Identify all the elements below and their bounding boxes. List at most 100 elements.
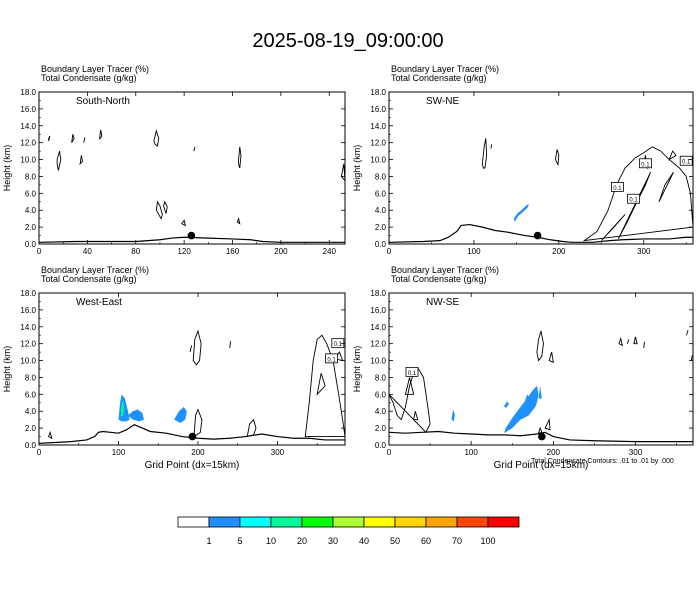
contour-label-box — [639, 158, 652, 169]
condensate-contour — [192, 329, 202, 366]
panel-label: SW-NE — [426, 96, 459, 107]
y-tick-label: 10.0 — [370, 156, 386, 165]
y-tick-label: 2.0 — [375, 223, 387, 232]
contour-label: 0.1 — [641, 162, 650, 168]
terrain-line — [38, 424, 345, 444]
y-tick-label: 18.0 — [370, 289, 386, 298]
condensate-contour — [155, 200, 163, 220]
tracer-fill — [174, 407, 187, 424]
condensate-contour — [193, 146, 196, 152]
tracer-fill — [451, 409, 455, 422]
terrain-line — [388, 430, 693, 443]
x-tick-label: 300 — [637, 247, 651, 256]
x-tick-label: 300 — [271, 448, 285, 457]
legend-swatch — [239, 516, 272, 528]
legend-label: 30 — [328, 536, 338, 546]
x-tick-label: 240 — [323, 247, 337, 256]
terrain-line — [38, 236, 345, 243]
field-label: Boundary Layer Tracer (%) — [391, 265, 499, 275]
plot-frame — [38, 91, 346, 245]
y-tick-label: 0.0 — [375, 441, 387, 450]
condensate-contour — [181, 219, 187, 227]
color-legend: 1 5 10 20 30 40 50 60 70 100 — [177, 516, 520, 546]
y-tick-label: 8.0 — [25, 172, 37, 181]
contour-label-box — [611, 182, 624, 192]
contour-label-box — [679, 155, 693, 166]
location-marker — [538, 432, 546, 441]
x-tick-label: 200 — [547, 448, 561, 457]
y-tick-label: 6.0 — [25, 189, 37, 198]
x-tick-label: 300 — [629, 448, 643, 457]
panel-3: Boundary Layer Tracer (%)Total Condensat… — [2, 265, 346, 471]
legend-label: 5 — [237, 536, 242, 546]
x-tick-label: 200 — [191, 448, 205, 457]
location-marker — [533, 231, 542, 240]
condensate-contour — [153, 129, 160, 147]
y-tick-label: 18.0 — [20, 289, 36, 298]
y-tick-label: 12.0 — [370, 139, 386, 148]
y-tick-label: 16.0 — [370, 306, 386, 315]
tracer-fill — [538, 385, 542, 399]
condensate-contour — [413, 411, 419, 421]
panel-label: West-East — [76, 297, 122, 308]
legend-swatch — [301, 516, 334, 528]
y-axis-label: Height (km) — [2, 346, 12, 393]
condensate-contour — [404, 377, 415, 395]
chart-title: 2025-08-19_09:00:00 — [252, 30, 444, 52]
condensate-contour — [618, 336, 624, 347]
y-tick-label: 0.0 — [25, 441, 37, 450]
panel-label: South-North — [76, 96, 130, 107]
y-tick-label: 10.0 — [370, 357, 386, 366]
condensate-contour — [626, 339, 630, 344]
y-tick-label: 14.0 — [370, 122, 386, 131]
condensate-contour — [48, 135, 51, 142]
legend-swatch — [394, 516, 427, 528]
tracer-fill — [513, 204, 530, 223]
field-label: Boundary Layer Tracer (%) — [41, 64, 149, 74]
x-axis-label: Grid Point (dx=15km) — [145, 460, 240, 471]
condensate-contour — [490, 144, 493, 149]
condensate-contour — [617, 172, 651, 240]
x-axis-label: Grid Point (dx=15km) — [494, 460, 589, 471]
condensate-contour — [238, 146, 242, 169]
y-tick-label: 2.0 — [25, 424, 37, 433]
location-marker — [188, 432, 197, 441]
condensate-contour — [340, 163, 346, 182]
y-axis-label: Height (km) — [352, 346, 362, 393]
y-tick-label: 4.0 — [25, 206, 37, 215]
location-marker — [187, 231, 196, 240]
contour-label: 0.1 — [334, 342, 343, 348]
tracer-fill — [504, 401, 509, 408]
legend-swatch — [487, 516, 520, 528]
x-tick-label: 0 — [387, 448, 392, 457]
condensate-contour — [79, 155, 84, 166]
y-tick-label: 16.0 — [20, 306, 36, 315]
y-tick-label: 12.0 — [20, 139, 36, 148]
contour-footnote: Total Condensate Contours: .01 to .01 by… — [531, 458, 674, 465]
y-tick-label: 8.0 — [375, 373, 387, 382]
legend-swatch — [456, 516, 489, 528]
legend-swatch — [270, 516, 303, 528]
condensate-contour — [544, 417, 551, 431]
y-axis-label: Height (km) — [352, 145, 362, 192]
condensate-contour — [643, 341, 645, 348]
x-tick-label: 40 — [83, 247, 92, 256]
condensate-contour — [690, 355, 693, 361]
condensate-contour — [99, 129, 103, 140]
condensate-contour — [193, 408, 203, 438]
y-tick-label: 10.0 — [20, 357, 36, 366]
terrain-line — [388, 223, 693, 243]
condensate-contour — [189, 345, 193, 353]
contour-variable-label: Total Condensate (g/kg) — [391, 274, 487, 284]
condensate-contour — [536, 330, 544, 362]
y-tick-label: 8.0 — [375, 172, 387, 181]
legend-label: 60 — [421, 536, 431, 546]
legend-label: 50 — [390, 536, 400, 546]
legend-label: 10 — [266, 536, 276, 546]
condensate-contour — [236, 217, 241, 225]
contour-variable-label: Total Condensate (g/kg) — [41, 274, 137, 284]
y-tick-label: 16.0 — [370, 105, 386, 114]
condensate-contour — [304, 334, 346, 438]
contour-label-box — [405, 366, 419, 377]
